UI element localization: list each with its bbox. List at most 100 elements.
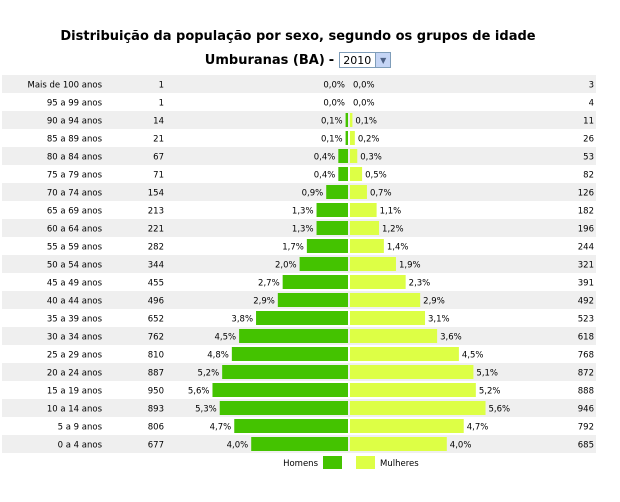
women-percent-label: 0,2% (358, 135, 380, 145)
men-bar (222, 365, 348, 379)
men-percent-label: 0,1% (321, 135, 343, 145)
men-count: 810 (148, 351, 164, 361)
men-count: 762 (148, 333, 164, 343)
women-count: 53 (583, 153, 594, 163)
women-count: 768 (578, 351, 594, 361)
women-count: 196 (578, 225, 594, 235)
women-bar (350, 329, 438, 343)
age-group-label: 65 a 69 anos (47, 207, 103, 217)
men-bar (345, 113, 348, 127)
table-row (2, 93, 596, 111)
women-percent-label: 4,5% (462, 351, 484, 361)
year-select[interactable]: 2010 ▼ (339, 52, 392, 68)
men-bar (316, 221, 348, 235)
men-count: 67 (153, 153, 164, 163)
chevron-down-icon[interactable]: ▼ (375, 53, 391, 67)
women-count: 3 (589, 81, 594, 91)
age-group-label: 35 a 39 anos (47, 315, 103, 325)
chart-title: Distribuição da população por sexo, segu… (60, 29, 536, 44)
women-percent-label: 1,9% (399, 261, 421, 271)
women-count: 792 (578, 423, 594, 433)
men-bar (219, 401, 348, 415)
men-count: 344 (148, 261, 164, 271)
age-group-label: 10 a 14 anos (47, 405, 103, 415)
men-percent-label: 0,9% (302, 189, 324, 199)
age-group-label: 55 a 59 anos (47, 243, 103, 253)
men-percent-label: 0,4% (314, 171, 336, 181)
men-bar (251, 437, 348, 451)
women-bar (350, 293, 421, 307)
men-count: 154 (148, 189, 164, 199)
women-count: 523 (578, 315, 594, 325)
age-group-label: 85 a 89 anos (47, 135, 103, 145)
women-percent-label: 1,1% (380, 207, 402, 217)
men-bar (239, 329, 348, 343)
men-bar (212, 383, 348, 397)
men-percent-label: 4,0% (227, 441, 249, 451)
men-percent-label: 5,6% (188, 387, 210, 397)
age-group-label: 25 a 29 anos (47, 351, 103, 361)
table-row (2, 237, 596, 255)
women-bar (350, 149, 358, 163)
age-group-label: 70 a 74 anos (47, 189, 103, 199)
women-count: 872 (578, 369, 594, 379)
women-percent-label: 0,7% (370, 189, 392, 199)
women-percent-label: 0,0% (353, 81, 375, 91)
women-percent-label: 5,2% (479, 387, 501, 397)
women-percent-label: 5,1% (476, 369, 498, 379)
men-count: 221 (148, 225, 164, 235)
men-bar (306, 239, 348, 253)
legend-swatch-women (356, 456, 375, 469)
women-percent-label: 1,2% (382, 225, 404, 235)
legend-label-men: Homens (283, 459, 318, 469)
men-count: 496 (148, 297, 164, 307)
men-percent-label: 5,3% (195, 405, 217, 415)
women-percent-label: 5,6% (489, 405, 511, 415)
men-bar (231, 347, 348, 361)
age-group-label: 5 a 9 anos (58, 423, 103, 433)
women-percent-label: 0,5% (365, 171, 387, 181)
men-percent-label: 4,8% (207, 351, 229, 361)
age-group-label: 15 a 19 anos (47, 387, 103, 397)
legend-swatch-men (323, 456, 342, 469)
age-group-label: 75 a 79 anos (47, 171, 103, 181)
age-group-label: 90 a 94 anos (47, 117, 103, 127)
men-bar (277, 293, 348, 307)
women-count: 244 (578, 243, 594, 253)
table-row (2, 111, 596, 129)
age-group-label: 30 a 34 anos (47, 333, 103, 343)
men-percent-label: 1,3% (292, 207, 314, 217)
table-row (2, 147, 596, 165)
women-bar (350, 167, 363, 181)
age-group-label: 50 a 54 anos (47, 261, 103, 271)
women-bar (350, 185, 367, 199)
women-percent-label: 4,0% (450, 441, 472, 451)
men-count: 455 (148, 279, 164, 289)
table-row (2, 183, 596, 201)
women-percent-label: 2,3% (409, 279, 431, 289)
women-count: 126 (578, 189, 594, 199)
women-bar (350, 203, 377, 217)
age-group-label: 40 a 44 anos (47, 297, 103, 307)
men-percent-label: 0,0% (323, 81, 345, 91)
men-count: 14 (153, 117, 164, 127)
table-row (2, 165, 596, 183)
men-percent-label: 2,9% (253, 297, 275, 307)
men-bar (338, 167, 348, 181)
women-bar (350, 365, 474, 379)
men-percent-label: 4,7% (210, 423, 232, 433)
women-percent-label: 4,7% (467, 423, 489, 433)
table-row (2, 219, 596, 237)
men-count: 1 (159, 99, 164, 109)
men-bar (282, 275, 348, 289)
men-count: 21 (153, 135, 164, 145)
women-percent-label: 0,1% (355, 117, 377, 127)
men-count: 652 (148, 315, 164, 325)
women-bar (350, 113, 353, 127)
women-count: 618 (578, 333, 594, 343)
age-group-label: 95 a 99 anos (47, 99, 103, 109)
men-percent-label: 1,3% (292, 225, 314, 235)
age-group-label: 80 a 84 anos (47, 153, 103, 163)
women-bar (350, 311, 426, 325)
